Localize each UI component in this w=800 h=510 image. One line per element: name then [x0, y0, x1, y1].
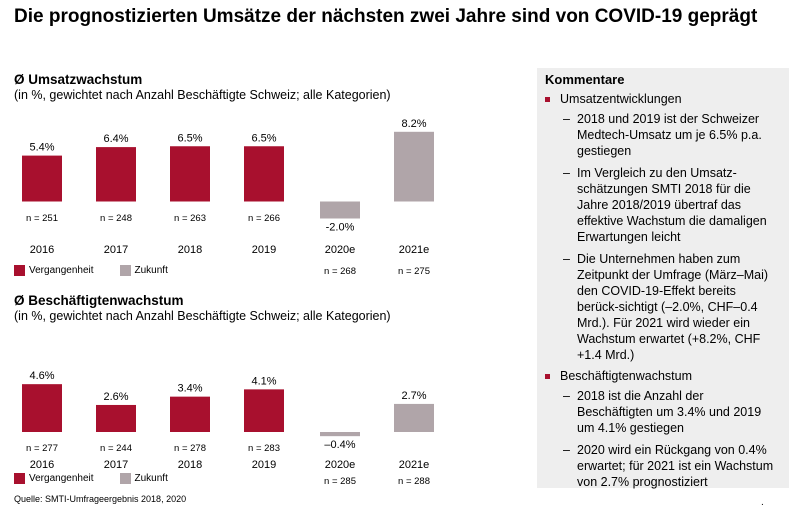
comments-title: Kommentare: [545, 72, 625, 87]
bar-2020e: [320, 432, 360, 437]
x-tick-label: 2020e: [325, 459, 356, 471]
data-label: 4.6%: [29, 370, 54, 382]
bar-2018: [170, 396, 210, 432]
legend-swatch-future: [119, 265, 131, 276]
source-note: Quelle: SMTI-Umfrageergebnis 2018, 2020: [14, 494, 187, 504]
legend-revenue: Vergangenheit Zukunft: [14, 265, 194, 276]
legend-item-future: Zukunft: [119, 265, 168, 276]
legend-item-past: Vergangenheit: [14, 473, 94, 484]
chart-subtitle-employment: (in %, gewichtet nach Anzahl Beschäftigt…: [14, 309, 391, 323]
data-label: -2.0%: [326, 222, 355, 234]
section-heading-label: Beschäftigtenwachstum: [560, 369, 693, 383]
x-tick-label: 2016: [30, 459, 54, 471]
legend-label-future: Zukunft: [134, 265, 168, 276]
x-tick-label: 2016: [30, 244, 54, 256]
data-label: 8.2%: [401, 118, 426, 130]
legend-item-future: Zukunft: [119, 473, 168, 484]
comments-panel: Kommentare Umsatzentwicklungen – 2018 un…: [537, 68, 789, 490]
x-tick-label: 2017: [104, 244, 128, 256]
data-label: 6.5%: [251, 132, 276, 144]
bar-2019: [244, 146, 284, 202]
comment-item: – 2020 wird ein Rückgang von 0.4% erwart…: [563, 442, 781, 490]
legend-swatch-past: [14, 473, 25, 484]
comment-item: – 2018 und 2019 ist der Schweizer Medtec…: [563, 111, 781, 159]
comment-text: Die Unternehmen haben zum Zeitpunkt der …: [577, 252, 769, 362]
x-tick-label: 2020e: [325, 244, 356, 256]
comment-text: 2018 ist die Anzahl der Beschäftigten um…: [577, 389, 762, 435]
employment-growth-chart: 4.6% n = 277 2016 2.6% n = 244 2017 3.4% n = 27…: [22, 370, 434, 487]
bar-2021e: [394, 131, 434, 202]
page-title: Die prognostizierten Umsätze der nächste…: [14, 6, 758, 27]
legend-swatch-past: [14, 265, 25, 276]
bar-2019: [244, 389, 284, 432]
comment-text: Im Vergleich zu den Umsatz-schätzungen S…: [577, 166, 767, 244]
chart-title-employment: Ø Beschäftigtenwachstum: [14, 293, 184, 308]
dash-bullet-icon: –: [563, 252, 570, 266]
dash-bullet-icon: –: [563, 112, 570, 126]
square-bullet-icon: [545, 374, 550, 379]
data-label: 6.5%: [177, 132, 202, 144]
comment-item: – 2018 ist die Anzahl der Beschäftigten …: [563, 388, 781, 436]
legend-label-future: Zukunft: [134, 473, 168, 484]
x-tick-label: 2017: [104, 459, 128, 471]
n-label: n = 266: [248, 213, 280, 224]
dash-bullet-icon: –: [563, 166, 570, 180]
section-heading-employment: Beschäftigtenwachstum: [545, 369, 781, 383]
bar-2021e: [394, 403, 434, 432]
data-label: –0.4%: [324, 439, 355, 451]
n-label: n = 268: [324, 266, 356, 277]
n-label: n = 278: [174, 443, 206, 454]
bar-2017: [96, 147, 136, 202]
revenue-growth-chart: 5.4% n = 251 2016 6.4% n = 248 2017 6.5% n = 26…: [22, 118, 434, 277]
legend-label-past: Vergangenheit: [29, 473, 94, 484]
legend-swatch-future: [119, 473, 131, 484]
comment-item: – Die Unternehmen haben zum Zeitpunkt de…: [563, 251, 781, 363]
comment-item: – Im Vergleich zu den Umsatz-schätzungen…: [563, 165, 781, 245]
data-label: 3.4%: [177, 383, 202, 395]
n-label: n = 251: [26, 213, 58, 224]
n-label: n = 248: [100, 213, 132, 224]
data-label: 6.4%: [103, 133, 128, 145]
x-tick-label: 2018: [178, 459, 202, 471]
x-tick-label: 2019: [252, 244, 276, 256]
dash-bullet-icon: –: [563, 389, 570, 403]
bar-2016: [22, 155, 62, 202]
data-label: 5.4%: [29, 142, 54, 154]
chart-title-revenue: Ø Umsatzwachstum: [14, 72, 143, 87]
section-heading-label: Umsatzentwicklungen: [560, 92, 682, 106]
x-tick-label: 2021e: [399, 244, 430, 256]
legend-label-past: Vergangenheit: [29, 265, 94, 276]
data-label: 4.1%: [251, 375, 276, 387]
bar-2016: [22, 384, 62, 432]
data-label: 2.6%: [103, 391, 128, 403]
chart-subtitle-revenue: (in %, gewichtet nach Anzahl Beschäftigt…: [14, 88, 391, 102]
corner-mark: .: [761, 497, 764, 508]
data-label: 2.7%: [401, 390, 426, 402]
bar-2017: [96, 404, 136, 432]
comment-text: 2018 und 2019 ist der Schweizer Medtech-…: [577, 112, 762, 158]
x-tick-label: 2018: [178, 244, 202, 256]
n-label: n = 244: [100, 443, 132, 454]
bar-2018: [170, 146, 210, 202]
x-tick-label: 2019: [252, 459, 276, 471]
n-label: n = 277: [26, 443, 58, 454]
n-label: n = 288: [398, 476, 430, 487]
n-label: n = 285: [324, 476, 356, 487]
n-label: n = 263: [174, 213, 206, 224]
n-label: n = 275: [398, 266, 430, 277]
legend-employment: Vergangenheit Zukunft: [14, 473, 194, 484]
comment-text: 2020 wird ein Rückgang von 0.4% erwartet…: [577, 443, 774, 489]
n-label: n = 283: [248, 443, 280, 454]
square-bullet-icon: [545, 97, 550, 102]
dash-bullet-icon: –: [563, 443, 570, 457]
x-tick-label: 2021e: [399, 459, 430, 471]
legend-item-past: Vergangenheit: [14, 265, 94, 276]
section-heading-revenue: Umsatzentwicklungen: [545, 92, 781, 106]
bar-2020e: [320, 201, 360, 219]
